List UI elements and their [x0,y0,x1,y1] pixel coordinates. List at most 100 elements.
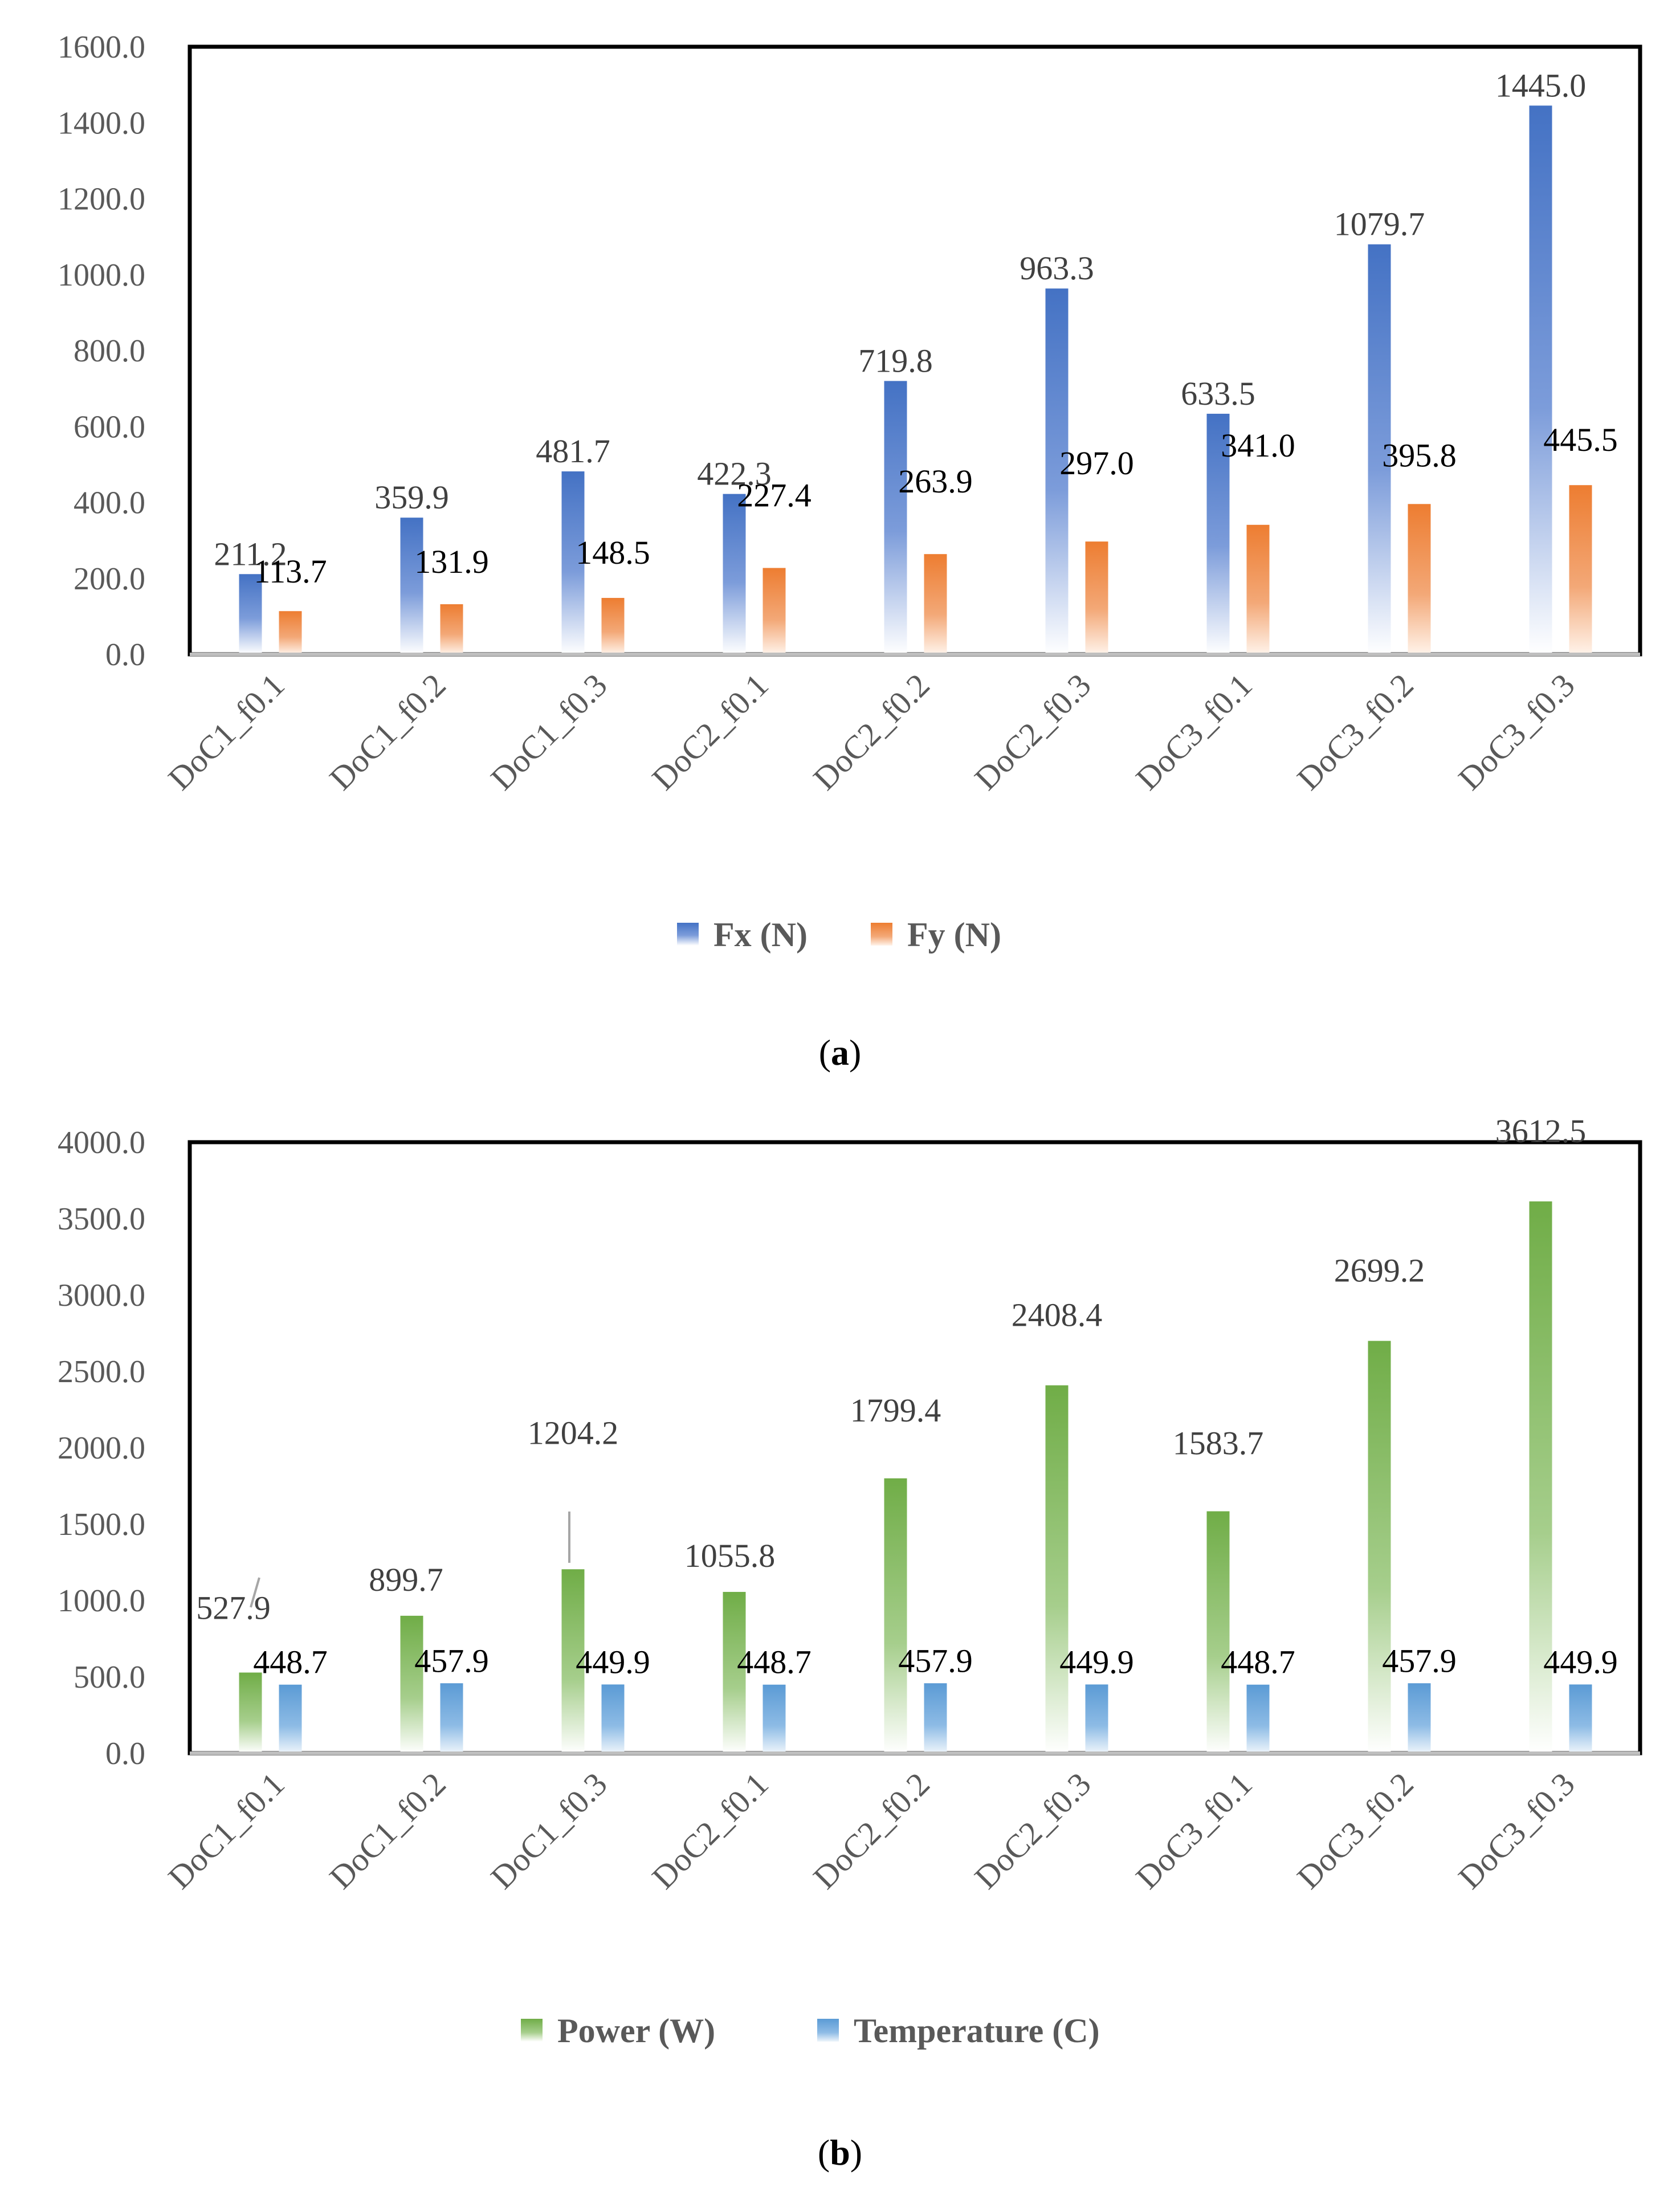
y-tick-label: 1200.0 [58,182,145,217]
legend-swatch-power [521,2019,543,2042]
bar-fx-DoC3_f0.3 [1529,105,1552,655]
x-tick-label: DoC3_f0.2 [1290,666,1420,797]
panel-caption-a: (a) [819,1032,862,1073]
data-label: 633.5 [1181,375,1255,412]
data-label: 445.5 [1543,421,1618,458]
x-tick-label: DoC3_f0.1 [1128,1765,1259,1896]
chart-panel-a: 0.0 200.0 400.0 600.0 800.0 1000.0 1200.0 1400.… [58,30,1642,1073]
y-tick-label: 1500.0 [58,1507,145,1542]
data-label: 2408.4 [1012,1297,1103,1334]
bar-fy-DoC1_f0.2 [440,604,463,654]
x-tick-label: DoC2_f0.1 [645,1765,775,1896]
x-axis-a: DoC1_f0.1 DoC1_f0.2 DoC1_f0.3 DoC2_f0.1 DoC2… [161,666,1581,797]
bar-fy-DoC2_f0.1 [762,568,786,654]
bar-fy-DoC3_f0.3 [1569,485,1592,654]
data-label: 359.9 [374,479,449,516]
data-label: 131.9 [414,543,489,580]
chart-panel-b: 0.0 500.0 1000.0 1500.0 2000.0 2500.0 3000.0 35… [58,1113,1642,2173]
data-label: 457.9 [898,1642,973,1679]
y-tick-label: 3000.0 [58,1278,145,1313]
bar-temperature-DoC2_f0.3 [1085,1684,1108,1753]
legend-label-fy: Fy (N) [907,916,1001,954]
bars-a [239,105,1592,655]
bar-fx-DoC1_f0.1 [239,574,262,654]
y-tick-label: 0.0 [105,637,145,673]
bar-temperature-DoC3_f0.3 [1569,1684,1592,1753]
data-label: 1055.8 [684,1537,776,1574]
bar-temperature-DoC1_f0.3 [601,1684,625,1753]
y-tick-label: 1600.0 [58,30,145,65]
x-tick-label: DoC1_f0.2 [322,666,452,797]
data-label: 719.8 [858,342,933,379]
bar-power-DoC1_f0.1 [239,1672,262,1753]
bar-fy-DoC1_f0.3 [601,598,625,654]
bar-fy-DoC3_f0.1 [1246,524,1270,654]
bar-power-DoC3_f0.1 [1206,1511,1230,1753]
label-leader-line [250,1577,260,1608]
x-tick-label: DoC2_f0.3 [967,1765,1098,1896]
bar-fx-DoC2_f0.3 [1045,288,1069,654]
bar-fy-DoC2_f0.2 [924,554,947,654]
legend-label-power: Power (W) [557,2012,715,2050]
bar-fx-DoC3_f0.1 [1206,413,1230,654]
y-tick-label: 600.0 [74,409,145,445]
data-label: 3612.5 [1495,1113,1587,1150]
y-tick-label: 0.0 [105,1736,145,1771]
data-label: 148.5 [576,534,650,571]
bar-power-DoC2_f0.1 [723,1592,746,1753]
x-axis-b: DoC1_f0.1 DoC1_f0.2 DoC1_f0.3 DoC2_f0.1 DoC2… [161,1765,1581,1896]
x-tick-label: DoC3_f0.2 [1290,1765,1420,1896]
y-tick-label: 200.0 [74,561,145,597]
x-tick-label: DoC1_f0.2 [322,1765,452,1896]
legend-swatch-fy [871,923,892,946]
data-label: 211.2 [214,535,287,572]
legend-b: Power (W) Temperature (C) [521,2012,1100,2050]
data-label: 227.4 [737,476,812,514]
data-label: 527.9 [196,1590,271,1627]
bar-temperature-DoC3_f0.1 [1246,1684,1270,1753]
bar-fx-DoC2_f0.1 [723,494,746,654]
bar-temperature-DoC3_f0.2 [1408,1683,1431,1753]
data-label: 449.9 [1543,1643,1618,1680]
bar-power-DoC2_f0.3 [1045,1385,1069,1753]
data-label: 448.7 [737,1644,812,1681]
y-tick-label: 400.0 [74,486,145,521]
data-label: 963.3 [1020,250,1094,287]
bar-power-DoC1_f0.2 [400,1615,423,1753]
bar-temperature-DoC1_f0.2 [440,1683,463,1753]
legend-label-temperature: Temperature (C) [854,2012,1100,2050]
bar-temperature-DoC2_f0.2 [924,1683,947,1753]
data-label: 2699.2 [1334,1252,1425,1289]
data-label: 481.7 [536,433,610,470]
x-tick-label: DoC2_f0.1 [645,666,775,797]
x-tick-label: DoC2_f0.3 [967,666,1098,797]
y-tick-label: 4000.0 [58,1125,145,1160]
data-label: 448.7 [1221,1644,1295,1681]
bar-temperature-DoC2_f0.1 [762,1684,786,1753]
data-label: 449.9 [1059,1643,1134,1680]
panel-caption-b: (b) [818,2132,862,2173]
bar-fy-DoC2_f0.3 [1085,541,1108,654]
data-label: 341.0 [1221,427,1295,464]
bar-fy-DoC1_f0.1 [279,611,302,654]
bar-power-DoC1_f0.3 [561,1569,585,1753]
data-label: 448.7 [253,1644,328,1681]
bar-power-DoC3_f0.3 [1529,1201,1552,1753]
y-tick-label: 1400.0 [58,105,145,141]
x-tick-label: DoC1_f0.1 [161,666,291,797]
x-tick-label: DoC3_f0.1 [1128,666,1259,797]
y-tick-label: 2000.0 [58,1431,145,1466]
data-label: 1079.7 [1334,206,1425,243]
data-label: 297.0 [1059,445,1134,482]
legend-a: Fx (N) Fy (N) [677,916,1001,954]
legend-swatch-fx [677,923,699,946]
y-axis-b: 0.0 500.0 1000.0 1500.0 2000.0 2500.0 3000.0 35… [58,1125,145,1771]
data-label: 899.7 [369,1561,443,1598]
x-tick-label: DoC2_f0.2 [806,1765,936,1896]
bar-fy-DoC3_f0.2 [1408,504,1431,654]
data-label: 1445.0 [1495,67,1587,104]
bar-power-DoC2_f0.2 [884,1478,907,1753]
data-label: 449.9 [576,1643,650,1680]
